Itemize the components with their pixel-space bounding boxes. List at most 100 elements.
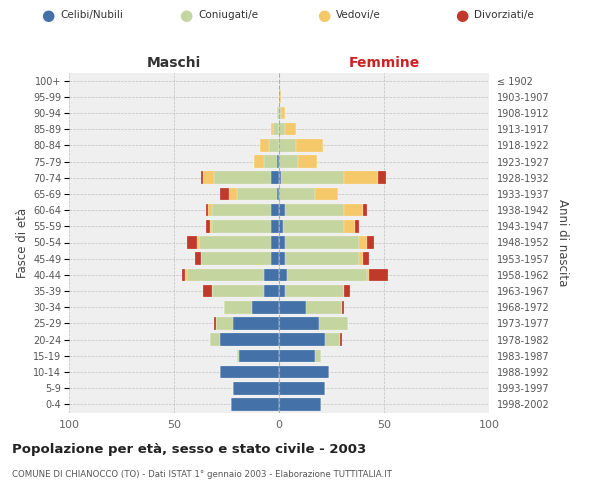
Text: ●: ● xyxy=(179,8,193,22)
Bar xyxy=(210,220,212,232)
Bar xyxy=(202,252,271,265)
Bar xyxy=(279,204,286,216)
Text: ●: ● xyxy=(317,8,331,22)
Bar xyxy=(279,220,283,232)
Bar xyxy=(271,172,279,184)
Bar xyxy=(220,366,279,378)
Bar xyxy=(296,139,323,151)
Bar xyxy=(319,317,348,330)
Bar xyxy=(279,301,307,314)
Bar xyxy=(220,188,229,200)
Bar xyxy=(286,285,344,298)
Bar xyxy=(314,350,321,362)
Bar xyxy=(220,334,279,346)
Bar xyxy=(344,172,378,184)
Text: Vedovi/e: Vedovi/e xyxy=(336,10,381,20)
Bar xyxy=(197,236,199,249)
Bar xyxy=(287,268,367,281)
Bar xyxy=(279,334,325,346)
Bar xyxy=(202,172,203,184)
Text: Femmine: Femmine xyxy=(349,56,419,70)
Bar xyxy=(237,188,277,200)
Bar xyxy=(325,334,340,346)
Bar xyxy=(214,317,216,330)
Bar xyxy=(279,398,321,410)
Bar xyxy=(279,366,329,378)
Bar xyxy=(206,204,208,216)
Text: Celibi/Nubili: Celibi/Nubili xyxy=(60,10,123,20)
Bar xyxy=(277,106,279,120)
Bar xyxy=(212,220,271,232)
Bar xyxy=(279,382,325,394)
Bar xyxy=(203,172,214,184)
Bar xyxy=(363,204,367,216)
Bar xyxy=(342,301,344,314)
Text: Popolazione per età, sesso e stato civile - 2003: Popolazione per età, sesso e stato civil… xyxy=(12,442,366,456)
Bar xyxy=(298,155,317,168)
Bar xyxy=(344,285,350,298)
Bar xyxy=(271,252,279,265)
Bar xyxy=(279,236,286,249)
Bar xyxy=(279,155,298,168)
Bar xyxy=(231,398,279,410)
Bar xyxy=(229,188,237,200)
Bar xyxy=(307,301,342,314)
Bar xyxy=(269,139,279,151)
Bar xyxy=(260,139,269,151)
Bar xyxy=(355,220,359,232)
Bar xyxy=(279,285,286,298)
Bar xyxy=(279,123,286,136)
Bar xyxy=(187,268,265,281)
Bar xyxy=(279,188,314,200)
Bar xyxy=(340,334,342,346)
Bar xyxy=(286,252,359,265)
Bar xyxy=(279,252,286,265)
Bar xyxy=(199,236,271,249)
Bar xyxy=(286,204,344,216)
Bar xyxy=(281,106,286,120)
Bar xyxy=(237,350,239,362)
Bar xyxy=(369,268,388,281)
Bar xyxy=(187,236,197,249)
Bar xyxy=(239,350,279,362)
Bar xyxy=(233,382,279,394)
Bar xyxy=(314,188,338,200)
Bar xyxy=(265,268,279,281)
Bar xyxy=(210,334,220,346)
Bar xyxy=(363,252,370,265)
Bar xyxy=(271,204,279,216)
Text: ●: ● xyxy=(41,8,55,22)
Bar xyxy=(359,236,367,249)
Bar xyxy=(286,236,359,249)
Bar xyxy=(279,106,281,120)
Bar xyxy=(279,268,287,281)
Bar xyxy=(367,268,370,281)
Bar xyxy=(264,155,277,168)
Text: COMUNE DI CHIANOCCO (TO) - Dati ISTAT 1° gennaio 2003 - Elaborazione TUTTITALIA.: COMUNE DI CHIANOCCO (TO) - Dati ISTAT 1°… xyxy=(12,470,392,479)
Bar xyxy=(182,268,185,281)
Bar xyxy=(279,317,319,330)
Bar xyxy=(279,139,296,151)
Bar xyxy=(279,350,314,362)
Bar xyxy=(254,155,265,168)
Bar xyxy=(344,220,355,232)
Bar xyxy=(265,285,279,298)
Bar xyxy=(344,204,363,216)
Bar xyxy=(279,90,281,103)
Bar xyxy=(279,172,281,184)
Bar xyxy=(359,252,363,265)
Text: Divorziati/e: Divorziati/e xyxy=(474,10,534,20)
Bar xyxy=(277,155,279,168)
Bar xyxy=(233,317,279,330)
Bar xyxy=(212,285,265,298)
Bar xyxy=(272,123,279,136)
Bar xyxy=(271,123,272,136)
Bar xyxy=(212,204,271,216)
Bar xyxy=(283,220,344,232)
Bar xyxy=(214,172,271,184)
Y-axis label: Anni di nascita: Anni di nascita xyxy=(556,199,569,286)
Bar xyxy=(224,301,252,314)
Bar xyxy=(203,285,212,298)
Text: Maschi: Maschi xyxy=(147,56,201,70)
Text: Coniugati/e: Coniugati/e xyxy=(198,10,258,20)
